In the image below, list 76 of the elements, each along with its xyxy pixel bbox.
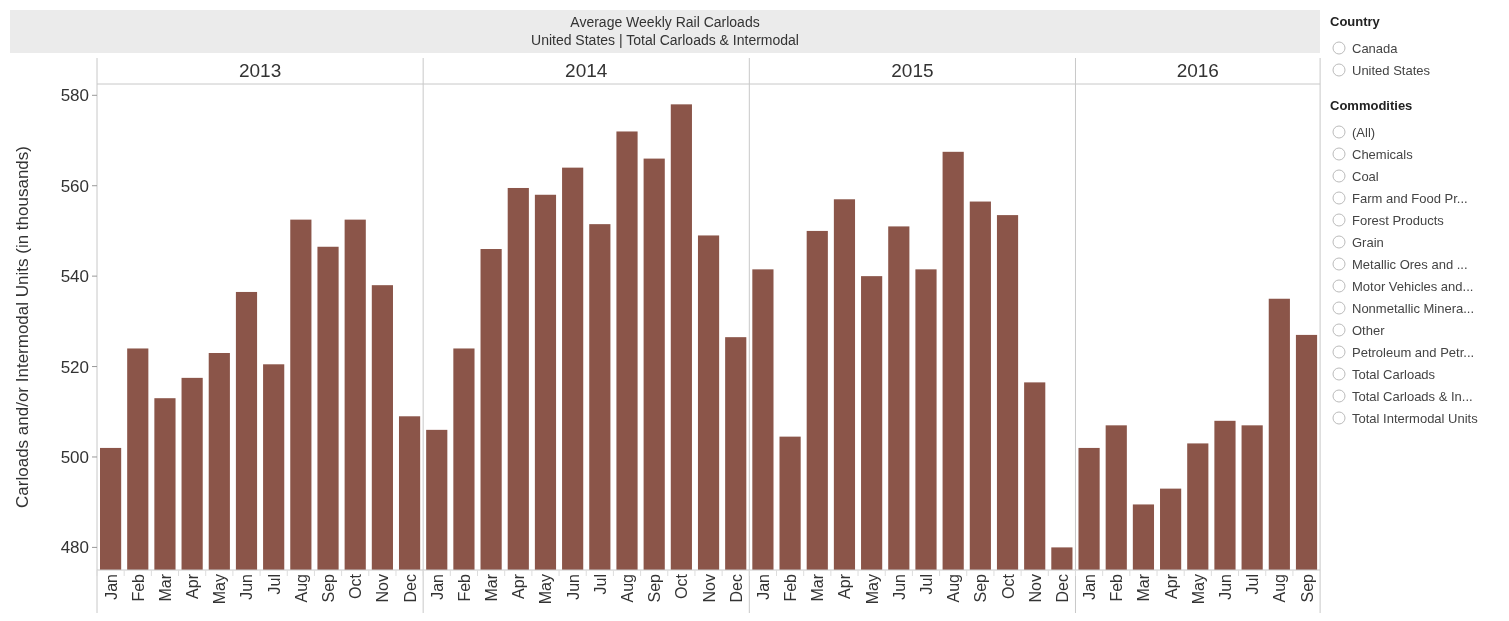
text: Coal [1352, 168, 1379, 184]
y-tick-label: 500 [60, 447, 89, 467]
y-axis-title: Carloads and/or Intermodal Units (in thousands) [13, 146, 32, 508]
y-tick-label: 480 [60, 538, 89, 558]
y-tick-label: 540 [60, 267, 89, 287]
text: Canada [1352, 40, 1399, 56]
text: Nonmetallic Minera... [1352, 300, 1475, 316]
x-tick-label: Nov [700, 574, 718, 603]
text: Farm and Food Pr... [1352, 190, 1468, 206]
x-tick-label: Aug [292, 574, 310, 603]
x-tick-label: Jul [1244, 574, 1262, 595]
x-tick-label: Sep [972, 573, 990, 603]
x-tick-label: May [537, 574, 555, 605]
text: Total Intermodal Units [1352, 410, 1479, 426]
x-tick-label: Mar [809, 573, 827, 602]
text: Motor Vehicles and... [1352, 278, 1474, 294]
text: Total Carloads & In... [1352, 388, 1473, 404]
x-tick-label: Mar [1135, 573, 1153, 602]
x-tick-label: Jun [1216, 574, 1234, 600]
chart-title: 2014 [565, 60, 608, 81]
x-tick-label: Sep [1298, 573, 1316, 603]
text: Metallic Ores and ... [1352, 256, 1468, 272]
x-tick-label: Aug [1271, 574, 1289, 603]
chart-title: 2015 [891, 60, 934, 81]
x-tick-label: Sep [320, 573, 338, 603]
x-tick-label: Oct [347, 573, 365, 599]
text: Commodities [1330, 98, 1413, 113]
x-tick-label: Jul [917, 574, 935, 595]
text: Forest Products [1352, 212, 1445, 228]
x-tick-label: May [863, 574, 881, 605]
x-tick-label: Sep [646, 573, 664, 603]
x-tick-label: Aug [619, 574, 637, 603]
x-tick-label: Dec [401, 574, 419, 603]
text: United States [1352, 62, 1431, 78]
chart-title: 2013 [238, 60, 282, 81]
x-tick-label: Feb [455, 573, 473, 602]
x-tick-label: May [211, 574, 229, 605]
x-tick-label: Jun [890, 574, 908, 600]
text: Petroleum and Petr... [1352, 344, 1475, 360]
x-tick-label: Apr [184, 573, 202, 599]
x-tick-label: Feb [1108, 573, 1126, 602]
x-tick-label: Jan [754, 574, 772, 600]
x-tick-label: Oct [999, 573, 1017, 599]
x-tick-label: Apr [1162, 573, 1180, 599]
text: Other [1352, 322, 1386, 338]
x-tick-label: Apr [836, 573, 854, 599]
text: Chemicals [1352, 146, 1414, 162]
text: Country [1330, 14, 1381, 29]
x-tick-label: Jan [1081, 574, 1099, 600]
x-tick-label: Jun [564, 574, 582, 600]
x-tick-label: Mar [156, 573, 174, 602]
chart-title: 2016 [1176, 60, 1219, 81]
x-tick-label: Dec [1053, 574, 1071, 603]
x-tick-label: Dec [727, 574, 745, 603]
y-tick-label: 520 [60, 357, 89, 377]
x-tick-label: Nov [1026, 574, 1044, 603]
x-tick-label: Jun [238, 574, 256, 600]
y-tick-label: 560 [60, 176, 89, 196]
x-tick-label: Nov [374, 574, 392, 603]
x-tick-label: Jan [102, 574, 120, 600]
text: (All) [1352, 124, 1376, 140]
text: Average Weekly Rail Carloads [570, 14, 760, 30]
text: Total Carloads [1352, 366, 1436, 382]
x-tick-label: Jul [265, 574, 283, 595]
x-tick-label: Feb [782, 573, 800, 602]
x-tick-label: Jan [428, 574, 446, 600]
y-tick-label: 580 [60, 86, 89, 106]
x-tick-label: Feb [129, 573, 147, 602]
x-tick-label: Aug [945, 574, 963, 603]
x-tick-label: May [1189, 574, 1207, 605]
x-tick-label: Apr [510, 573, 528, 599]
x-tick-label: Jul [591, 574, 609, 595]
text: United States | Total Carloads & Intermodal [531, 32, 799, 48]
text: Grain [1352, 234, 1384, 250]
x-tick-label: Oct [673, 573, 691, 599]
x-tick-label: Mar [483, 573, 501, 602]
